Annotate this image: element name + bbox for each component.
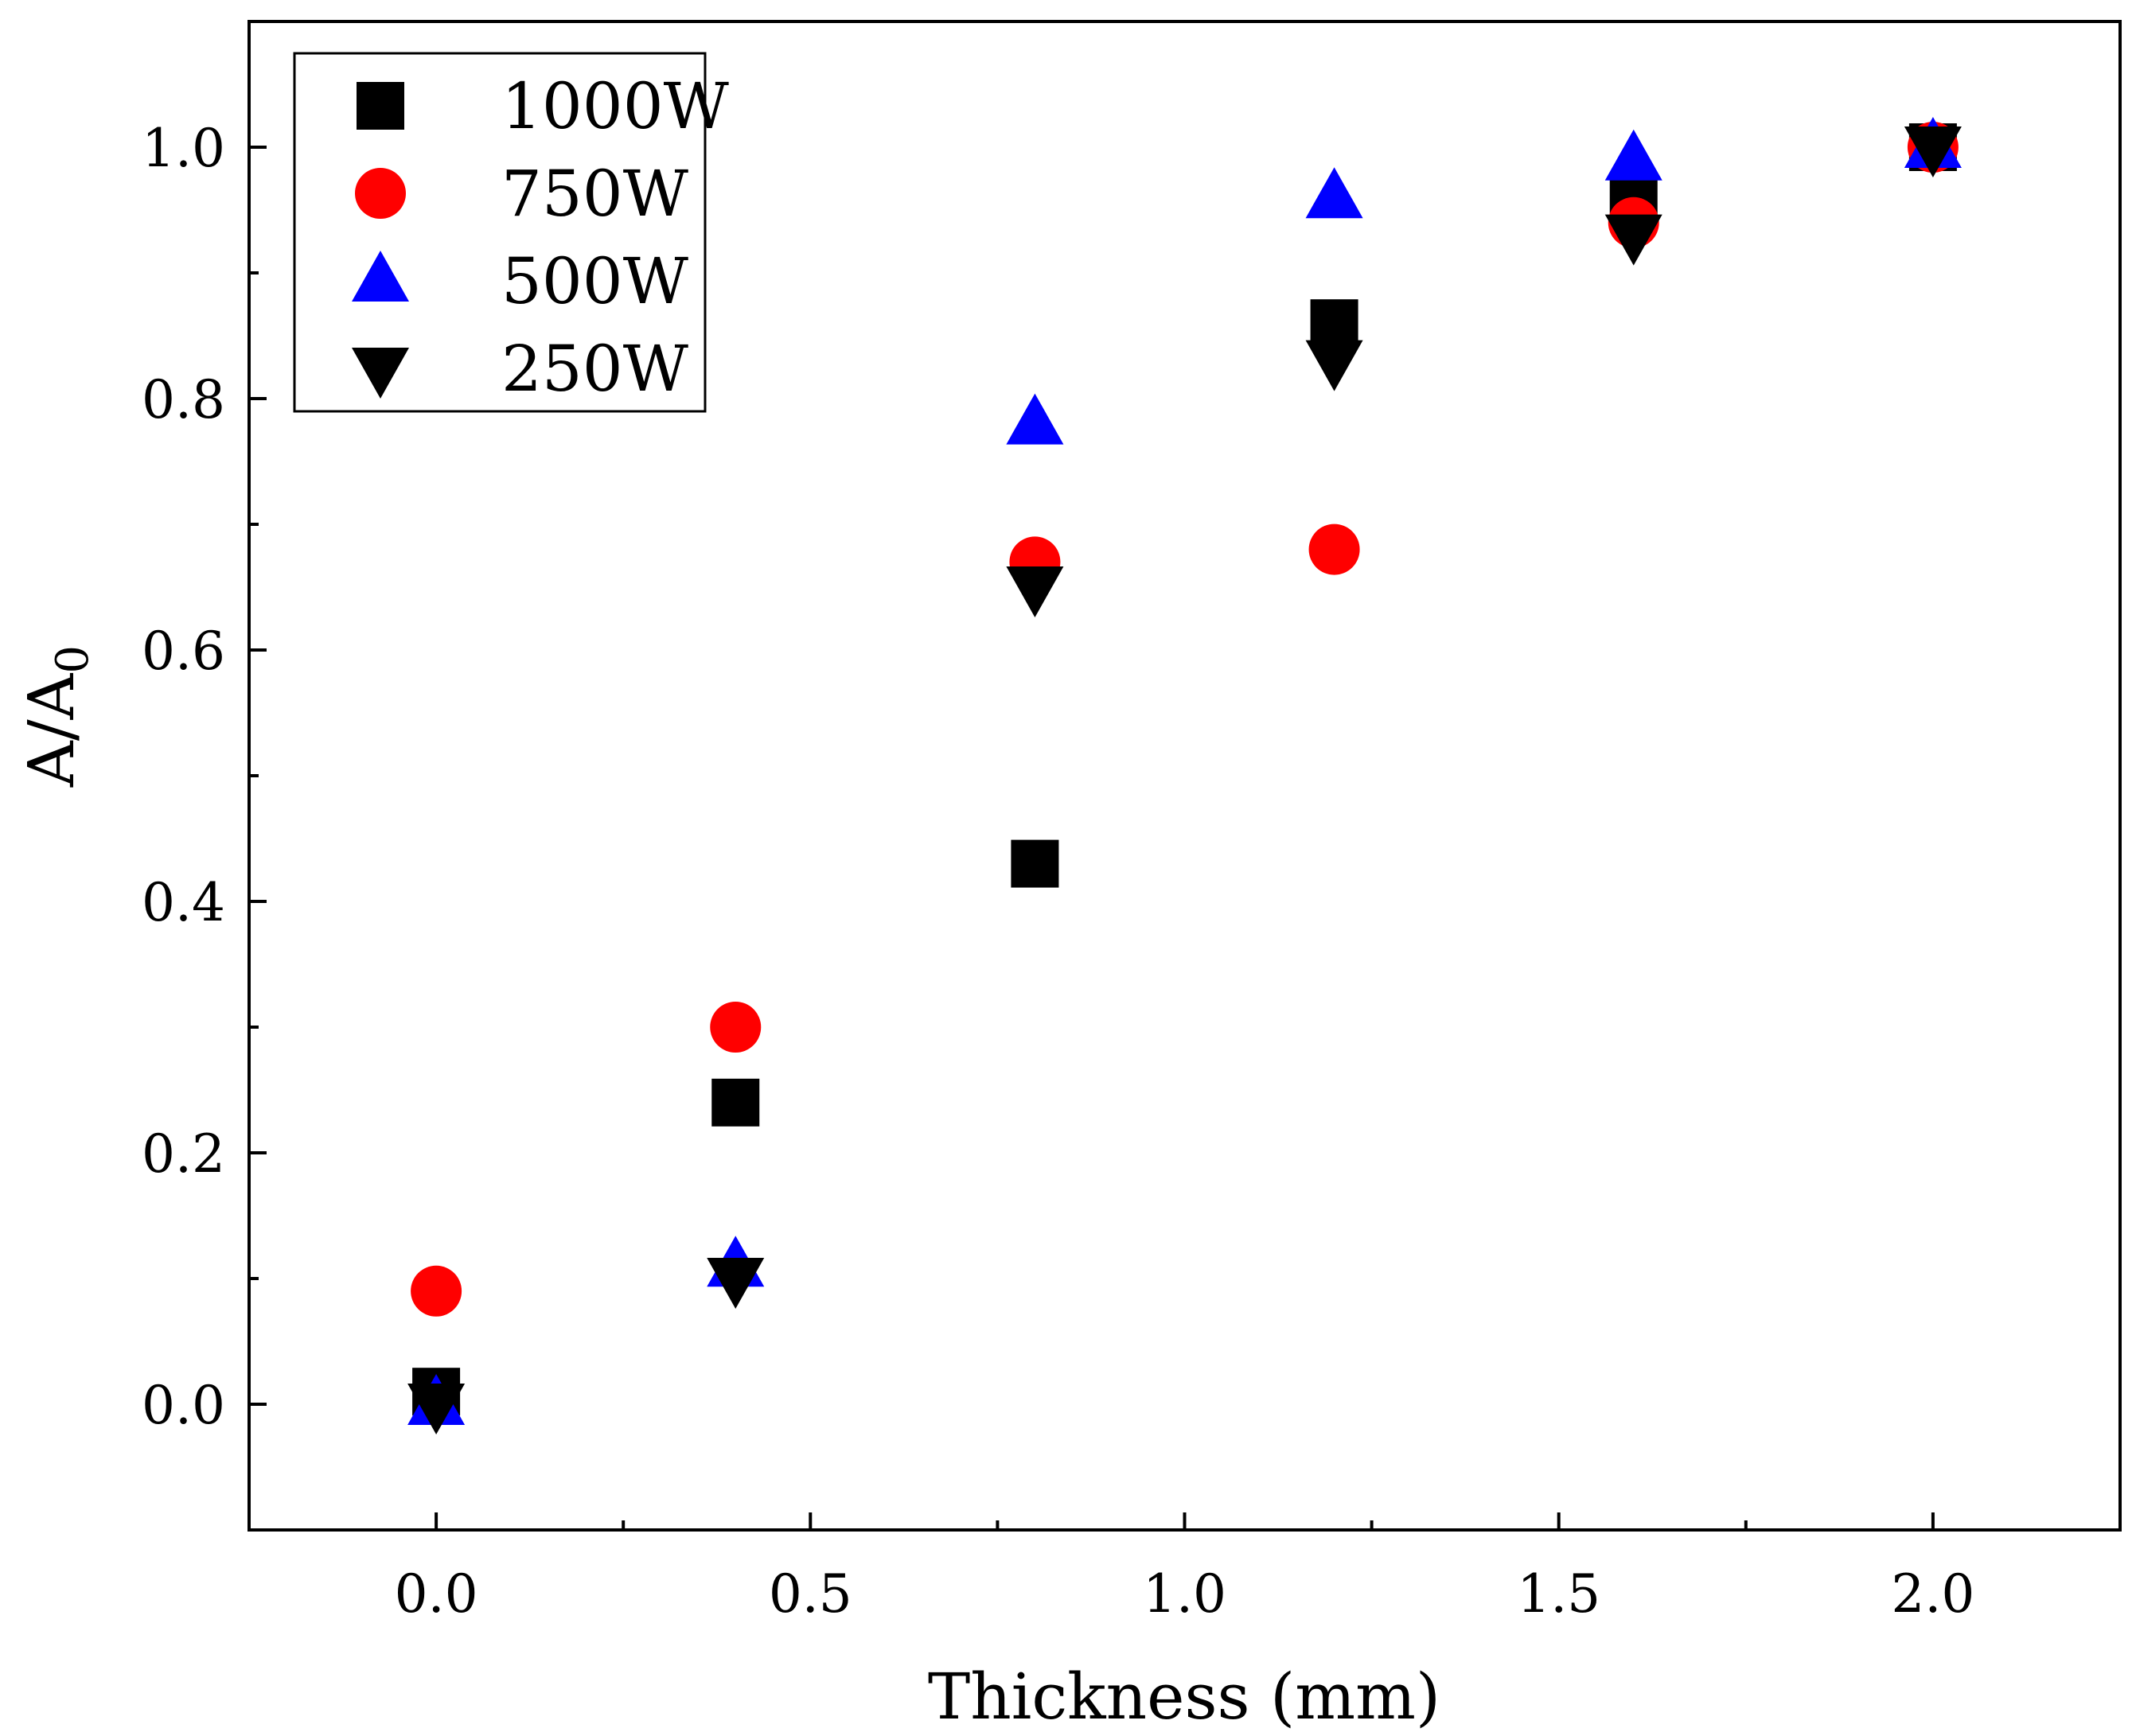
y-tick-label: 0.6 [142,621,225,682]
data-point-250w [407,1384,466,1434]
x-tick-label: 2.0 [1891,1563,1974,1625]
x-tick-label: 1.0 [1143,1563,1226,1625]
legend-label-750w: 750W [501,157,688,231]
y-tick-label: 0.4 [142,872,225,933]
data-point-250w [707,1258,765,1309]
legend-marker-750w [355,168,406,219]
x-tick-label: 0.5 [769,1563,852,1625]
y-tick-label: 0.8 [142,369,225,430]
legend-marker-500w [352,251,409,302]
y-tick-label: 0.2 [142,1123,225,1185]
data-point-750w [411,1265,462,1317]
data-point-750w [1308,524,1360,575]
data-point-250w [1904,127,1962,177]
y-tick-label: 1.0 [142,118,225,179]
y-tick-label: 0.0 [142,1375,225,1436]
data-point-500w [1305,167,1363,219]
legend: 1000W 750W 500W 250W [293,52,729,413]
y-axis: 0.0 0.2 0.4 0.6 0.8 1.0 [142,118,267,1436]
y-axis-title-main: A/A [14,672,88,788]
x-tick-label: 1.5 [1517,1563,1600,1625]
legend-label-500w: 500W [501,244,688,318]
data-point-1000w [711,1078,760,1127]
x-tick-label: 0.0 [395,1563,478,1625]
y-axis-title-subscript: 0 [47,645,99,674]
legend-label-1000w: 1000W [501,69,729,143]
x-axis-title: Thickness (mm) [928,1660,1440,1734]
data-point-250w [1006,566,1064,617]
legend-marker-1000w [357,82,404,130]
y-axis-title: A/A0 [14,645,99,788]
data-points [407,117,1962,1434]
data-point-250w [1305,340,1363,391]
data-point-250w [1604,214,1662,266]
data-point-750w [710,1002,762,1053]
data-point-1000w [1310,299,1358,348]
data-point-500w [1604,129,1662,181]
data-point-500w [1006,393,1064,445]
x-axis: 0.0 0.5 1.0 1.5 2.0 [395,1512,1974,1625]
data-point-1000w [1011,839,1059,888]
legend-marker-250w [352,348,409,399]
legend-label-250w: 250W [501,332,688,406]
